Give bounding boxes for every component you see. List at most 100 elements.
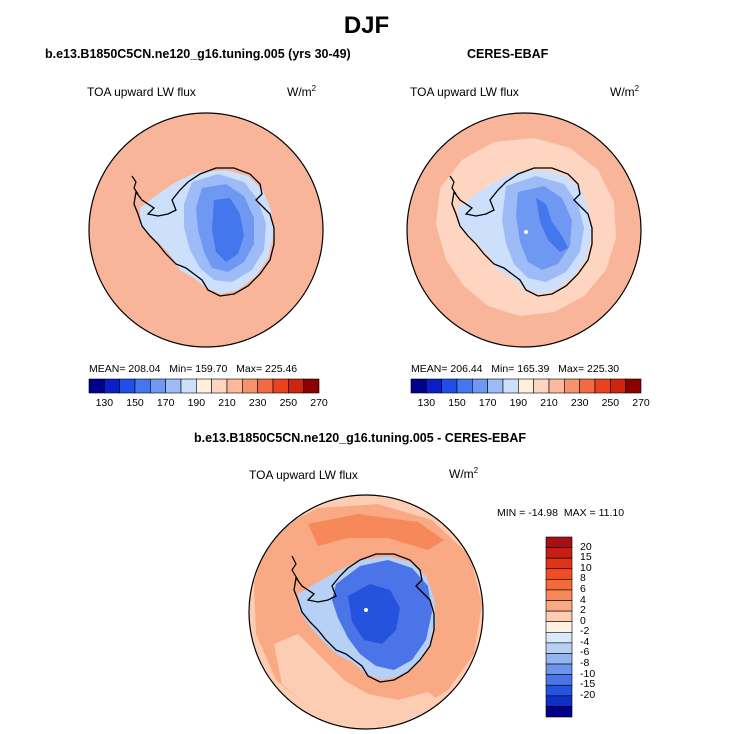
panel2-colorbar-box	[502, 378, 519, 394]
panel2-colorbar	[410, 378, 642, 394]
panel2-colorbar-tick-label: 270	[632, 397, 650, 409]
panel2-colorbar-box	[472, 378, 488, 394]
panel3-peninsula	[291, 555, 299, 581]
panel3-colorbar-ticks: 20 15 10 8 6 4 2 0 -2 -4 -6 -8 -10 -15 -20	[580, 537, 620, 717]
panel2-units: W/m2	[610, 84, 640, 99]
panel3-colorbar-tick-label: -4	[580, 635, 590, 648]
panel1-colorbar-box	[242, 378, 258, 394]
panel2-colorbar-ticks: 130 150 170 190 210 230 250 270	[411, 397, 650, 411]
panel1-colorbar-box	[211, 378, 228, 394]
panel3-colorbar-tick-label: -6	[580, 646, 590, 659]
panel1-colorbar-tick-label: 190	[187, 397, 206, 409]
panel3-colorbar-box	[545, 684, 573, 697]
panel2-colorbar-box	[487, 378, 504, 394]
panel2-colorbar-box	[594, 378, 611, 394]
panel3-colorbar-tick-label: 10	[580, 561, 592, 574]
panel1-colorbar-tick-label: 130	[95, 397, 114, 409]
panel3-stats: MIN = -14.98 MAX = 11.10	[497, 507, 625, 519]
panel2-colorbar-box	[426, 378, 442, 394]
panel3-colorbar-box	[545, 568, 573, 580]
panel1-colorbar	[88, 378, 320, 394]
panel2-stats: MEAN= 206.44 Min= 165.39 Max= 225.30	[411, 363, 620, 375]
panel3-colorbar-tick-label: -8	[580, 657, 590, 670]
panel2-colorbar-box	[410, 378, 427, 394]
panel1-colorbar-box	[303, 378, 320, 394]
panel3-pole-dot	[364, 608, 368, 612]
panel3-colorbar-box	[545, 610, 573, 623]
panel2-variable-label: TOA upward LW flux	[410, 85, 519, 99]
panel1-colorbar-box	[180, 378, 197, 394]
panel2-colorbar-tick-label: 130	[417, 397, 436, 409]
panel1-variable-label: TOA upward LW flux	[87, 85, 196, 99]
panel3-ocean-warm	[308, 514, 444, 550]
panel2-pole-dot	[524, 230, 528, 234]
panel1-colorbar-tick-label: 210	[218, 397, 236, 409]
panel2-colorbar-tick-label: 190	[509, 397, 528, 409]
panel3-colorbar-tick-label: -15	[580, 678, 596, 691]
panel1-colorbar-box	[134, 378, 151, 394]
panel2-peninsula	[449, 175, 457, 195]
panel3-colorbar-tick-label: 2	[580, 604, 586, 617]
panel1-colorbar-box	[150, 378, 166, 394]
panel3-ocean-light	[274, 634, 444, 726]
panel1-colorbar-box	[88, 378, 105, 394]
panel3-land-deep	[348, 584, 400, 644]
panel1-coastline	[133, 167, 275, 297]
panel1-colorbar-box	[226, 378, 243, 394]
panel2-coastline	[451, 167, 593, 297]
panel1-colorbar-box	[165, 378, 182, 394]
panel3-colorbar-box	[545, 663, 573, 675]
panel3-colorbar-box	[545, 557, 573, 570]
panel2-dome	[536, 198, 568, 252]
panel3-colorbar-box	[545, 631, 573, 644]
panel3-colorbar-tick-label: 15	[580, 551, 592, 564]
panel3-colorbar-tick-label: -10	[580, 667, 596, 680]
panel2-colorbar-tick-label: 170	[478, 397, 497, 409]
panel1-colorbar-box	[196, 378, 212, 394]
panel2-colorbar-tick-label: 230	[570, 397, 589, 409]
panel3-colorbar-tick-label: -2	[580, 625, 590, 638]
panel2-colorbar-box	[625, 378, 642, 394]
panel3-colorbar-box	[545, 621, 573, 633]
panel3-colorbar	[545, 536, 573, 718]
panel3-colorbar-box	[545, 706, 573, 718]
panel2-colorbar-box	[564, 378, 580, 394]
panel1-colorbar-box	[272, 378, 289, 394]
panel1-stats: MEAN= 208.04 Min= 159.70 Max= 225.46	[89, 363, 298, 375]
figure-title: DJF	[343, 12, 390, 39]
panel3-colorbar-tick-label: 0	[580, 614, 586, 627]
panel3-colorbar-box	[545, 695, 573, 707]
panel3-colorbar-box	[545, 589, 573, 601]
panel1-colorbar-box	[119, 378, 136, 394]
panel3-colorbar-tick-label: 6	[580, 582, 586, 595]
panel3-colorbar-box	[545, 642, 573, 654]
panel1-colorbar-tick-label: 250	[279, 397, 298, 409]
panel2-colorbar-box	[548, 378, 565, 394]
panel1-peninsula	[131, 175, 139, 195]
panel1-colorbar-tick-label: 150	[126, 397, 144, 409]
panel1-dome	[212, 198, 244, 262]
panel1-colorbar-tick-label: 230	[248, 397, 267, 409]
panel3-colorbar-box	[545, 547, 573, 559]
panel1-title: b.e13.B1850C5CN.ne120_g16.tuning.005 (yr…	[45, 47, 351, 61]
panel1-colorbar-tick-label: 270	[310, 397, 328, 409]
panel2-colorbar-box	[518, 378, 534, 394]
panel3-units: W/m2	[449, 466, 479, 481]
panel1-colorbar-ticks: 130 150 170 190 210 230 250 270	[89, 397, 328, 411]
panel1-map	[88, 112, 324, 348]
panel3-coastline	[293, 553, 435, 683]
panel3-colorbar-box	[545, 674, 573, 686]
panel3-title: b.e13.B1850C5CN.ne120_g16.tuning.005 - C…	[194, 431, 527, 445]
panel3-map	[248, 494, 484, 730]
panel2-colorbar-tick-label: 210	[540, 397, 558, 409]
panel1-colorbar-box	[257, 378, 274, 394]
panel2-colorbar-box	[579, 378, 596, 394]
panel1-units: W/m2	[287, 84, 317, 99]
panel2-colorbar-box	[456, 378, 473, 394]
panel3-colorbar-tick-label: 4	[580, 593, 586, 606]
panel2-colorbar-box	[533, 378, 550, 394]
panel1-colorbar-box	[104, 378, 120, 394]
panel1-colorbar-tick-label: 170	[156, 397, 175, 409]
panel3-colorbar-box	[545, 536, 573, 548]
panel2-colorbar-box	[610, 378, 626, 394]
